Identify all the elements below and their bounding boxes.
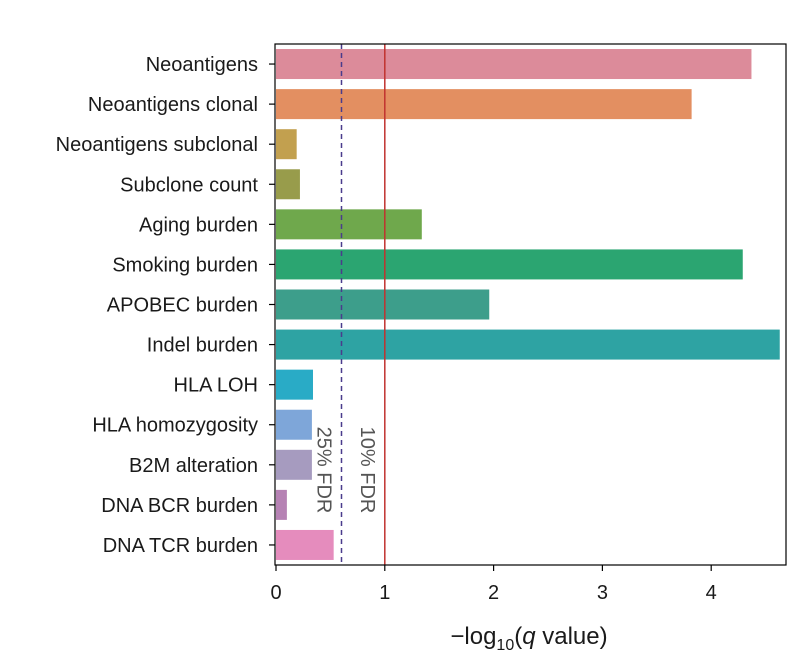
bars-layer — [276, 49, 780, 560]
category-label-indel-burden: Indel burden — [147, 335, 258, 357]
bar-apobec-burden — [276, 289, 490, 320]
category-label-hla-homozygosity: HLA homozygosity — [92, 415, 258, 437]
x-tick-label-0: 0 — [270, 582, 281, 604]
axes-layer: 0 1 2 3 4 — [269, 43, 787, 604]
category-labels-layer: Neoantigens Neoantigens clonal Neoantigens… — [56, 54, 259, 557]
bar-dna-tcr-burden — [276, 529, 334, 560]
category-label-neoantigens: Neoantigens — [146, 54, 258, 76]
bar-aging-burden — [276, 209, 422, 240]
category-label-smoking-burden: Smoking burden — [112, 254, 258, 276]
x-tick-label-4: 4 — [706, 582, 717, 604]
bar-dna-bcr-burden — [276, 489, 287, 520]
category-label-subclone-count: Subclone count — [120, 174, 258, 196]
reference-label-25-fdr: 25% FDR — [312, 427, 334, 514]
bar-hla-loh — [276, 369, 313, 400]
bar-b2m-alteration — [276, 449, 312, 480]
x-tick-label-2: 2 — [488, 582, 499, 604]
bar-indel-burden — [276, 329, 780, 360]
bar-hla-homozygosity — [276, 409, 312, 440]
category-label-b2m-alteration: B2M alteration — [129, 455, 258, 477]
category-label-dna-tcr-burden: DNA TCR burden — [103, 535, 258, 557]
category-label-aging-burden: Aging burden — [139, 214, 258, 236]
reference-lines-layer: 10% FDR 25% FDR — [312, 44, 386, 565]
x-tick-label-3: 3 — [597, 582, 608, 604]
x-axis-title: −log10(q value) — [450, 623, 607, 654]
x-tick-label-1: 1 — [379, 582, 390, 604]
category-label-neoantigens-subclonal: Neoantigens subclonal — [56, 134, 258, 156]
category-label-apobec-burden: APOBEC burden — [107, 295, 258, 317]
bar-neoantigens-subclonal — [276, 129, 297, 160]
bar-subclone-count — [276, 169, 300, 200]
bar-neoantigens — [276, 49, 752, 80]
bar-neoantigens-clonal — [276, 89, 692, 120]
bar-smoking-burden — [276, 249, 743, 280]
category-label-neoantigens-clonal: Neoantigens clonal — [88, 94, 258, 116]
category-label-hla-loh: HLA LOH — [174, 375, 258, 397]
reference-label-10-fdr: 10% FDR — [356, 427, 378, 514]
category-label-dna-bcr-burden: DNA BCR burden — [101, 495, 258, 517]
plot-frame — [274, 43, 787, 566]
